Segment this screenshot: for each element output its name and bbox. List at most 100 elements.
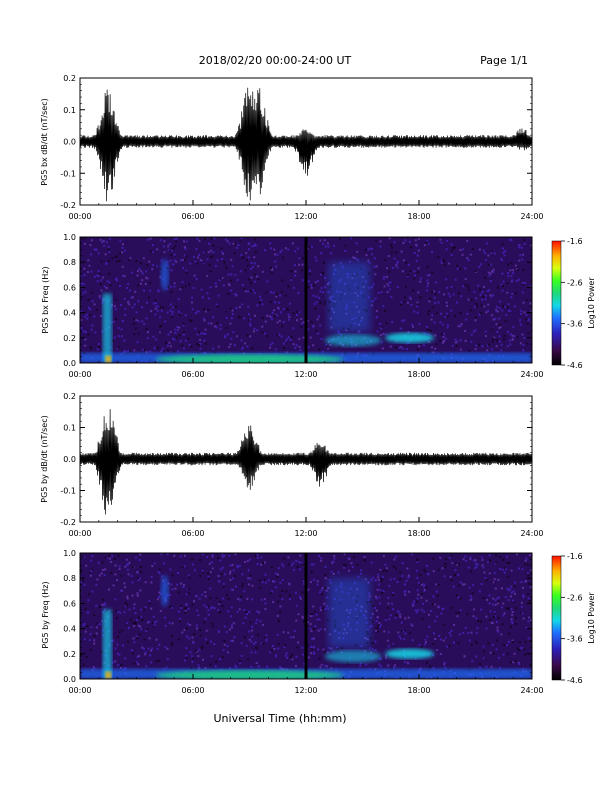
- spectral-noise: [426, 239, 429, 242]
- spectral-noise: [478, 590, 481, 593]
- spectral-noise: [121, 274, 124, 277]
- spectral-noise: [232, 331, 235, 334]
- spectral-noise: [181, 281, 184, 284]
- spectral-noise: [90, 570, 93, 573]
- spectral-noise: [118, 653, 121, 656]
- spectral-noise: [171, 622, 174, 625]
- spectral-noise: [201, 259, 204, 262]
- spectral-noise: [495, 554, 498, 557]
- y-axis-label: PG5 by Freq (Hz): [41, 581, 50, 648]
- spectral-noise: [270, 318, 273, 321]
- spectral-noise: [167, 249, 170, 252]
- spectral-noise: [474, 640, 477, 643]
- spectral-noise: [173, 237, 176, 240]
- spectral-noise: [302, 582, 305, 585]
- spectral-noise: [230, 588, 233, 591]
- spectral-noise: [400, 250, 403, 253]
- spectral-noise: [87, 298, 90, 301]
- spectral-noise: [272, 580, 275, 583]
- spectral-noise: [323, 651, 326, 654]
- y-tick-label: -0.2: [60, 201, 76, 210]
- spectral-noise: [118, 568, 121, 571]
- spectral-noise: [307, 280, 310, 283]
- spectral-noise: [179, 313, 182, 316]
- spectral-noise: [284, 247, 287, 250]
- spectral-noise: [454, 246, 457, 249]
- spectral-noise: [157, 571, 160, 574]
- spectral-noise: [410, 553, 413, 556]
- spectral-noise: [266, 334, 269, 337]
- spectral-noise: [529, 663, 532, 666]
- spectral-noise: [84, 237, 87, 240]
- spectral-noise: [465, 560, 468, 563]
- spectral-noise: [425, 289, 428, 292]
- spectral-noise: [106, 280, 109, 283]
- spectral-noise: [382, 554, 385, 557]
- spectral-noise: [443, 623, 446, 626]
- spectral-noise: [504, 567, 507, 570]
- spectral-noise: [387, 631, 390, 634]
- spectral-noise: [256, 275, 259, 278]
- spectral-noise: [240, 237, 243, 240]
- spectral-noise: [192, 657, 195, 660]
- spectral-noise: [154, 307, 157, 310]
- spectral-noise: [113, 336, 116, 339]
- spectral-noise: [494, 317, 497, 320]
- spectral-noise: [228, 628, 231, 631]
- spectral-noise: [195, 247, 198, 250]
- spectral-noise: [402, 630, 405, 633]
- spectral-noise: [435, 312, 438, 315]
- spectral-noise: [287, 336, 290, 339]
- spectral-noise: [224, 238, 227, 241]
- spectral-noise: [188, 587, 191, 590]
- spectral-noise: [166, 261, 169, 264]
- spectral-noise: [380, 327, 383, 330]
- spectral-noise: [494, 599, 497, 602]
- spectral-noise: [240, 339, 243, 342]
- spectral-noise: [144, 581, 147, 584]
- spectral-noise: [288, 302, 291, 305]
- spectral-noise: [403, 590, 406, 593]
- spectral-noise: [256, 556, 259, 559]
- spectral-noise: [164, 320, 167, 323]
- y-tick-label: 0.8: [63, 574, 76, 583]
- spectral-noise: [490, 251, 493, 254]
- spectral-noise: [499, 300, 502, 303]
- spectral-noise: [359, 572, 362, 575]
- spectral-noise: [371, 612, 374, 615]
- spectral-noise: [128, 561, 131, 564]
- spectral-noise: [159, 305, 162, 308]
- spectral-noise: [177, 298, 180, 301]
- spectral-noise: [181, 286, 184, 289]
- spectral-noise: [264, 320, 267, 323]
- spectral-noise: [230, 317, 233, 320]
- spectral-noise: [423, 568, 426, 571]
- spectral-noise: [259, 620, 262, 623]
- dbdt-trace: [79, 87, 533, 202]
- spectral-noise: [176, 583, 179, 586]
- spectral-noise: [462, 248, 465, 251]
- spectral-noise: [325, 605, 328, 608]
- spectral-noise: [500, 257, 503, 260]
- spectral-noise: [440, 241, 443, 244]
- spectral-noise: [519, 323, 522, 326]
- spectral-noise: [211, 555, 214, 558]
- spectral-noise: [232, 577, 235, 580]
- spectral-noise: [434, 637, 437, 640]
- spectral-noise: [373, 257, 376, 260]
- x-tick-label: 12:00: [294, 212, 317, 221]
- spectral-noise: [99, 314, 102, 317]
- spectral-noise: [172, 337, 175, 340]
- x-tick-label: 24:00: [520, 370, 543, 379]
- spectral-noise: [230, 626, 233, 629]
- spectral-noise: [180, 605, 183, 608]
- spectral-noise: [217, 345, 220, 348]
- spectral-noise: [517, 661, 520, 664]
- spectral-noise: [310, 652, 313, 655]
- spectral-noise: [214, 665, 217, 668]
- spectral-noise: [502, 602, 505, 605]
- spectral-noise: [80, 581, 83, 584]
- spectral-noise: [433, 632, 436, 635]
- spectral-noise: [499, 326, 502, 329]
